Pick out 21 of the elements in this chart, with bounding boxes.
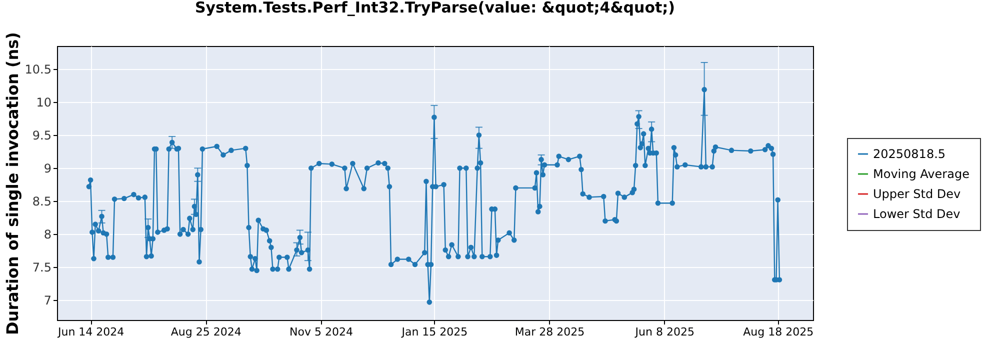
x-tick-label: Mar 28 2025: [514, 326, 585, 338]
y-tick-label: 7: [44, 294, 52, 308]
x-tick-label: Jun 14 2024: [56, 326, 124, 338]
y-tick-label: 8.5: [32, 194, 52, 209]
y-tick-label: 9: [44, 162, 52, 176]
legend-label: Upper Std Dev: [873, 187, 961, 201]
x-tick-label: Jan 15 2025: [400, 326, 468, 338]
chart-title: System.Tests.Perf_Int32.TryParse(value: &quot;4&quot;): [194, 0, 676, 17]
x-tick-label: Nov 5 2024: [289, 326, 353, 338]
y-axis-title: Duration of single invocation (ns): [2, 32, 22, 335]
x-tick-label: Aug 18 2025: [743, 326, 814, 338]
y-tick-label: 8: [44, 228, 52, 242]
legend-label: Lower Std Dev: [873, 207, 960, 221]
y-tick-label: 10.5: [24, 62, 52, 77]
legend-label: Moving Average: [873, 167, 970, 181]
x-tick-label: Jun 8 2025: [634, 326, 694, 338]
y-tick-label: 10: [36, 96, 52, 110]
legend-label: 20250818.5: [873, 147, 946, 161]
y-tick-label: 7.5: [32, 260, 52, 275]
y-tick-label: 9.5: [32, 128, 52, 143]
x-tick-label: Aug 25 2024: [170, 326, 242, 338]
